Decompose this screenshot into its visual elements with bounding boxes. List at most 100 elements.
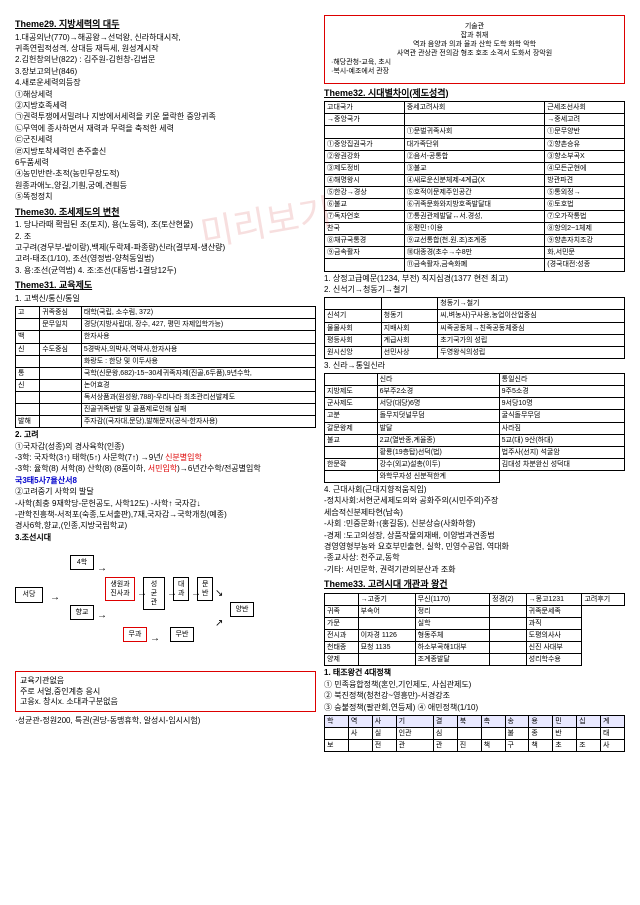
arrow: ↘ [215,587,223,600]
table-cell [325,126,405,138]
text-line: -기타: 서민문학, 권력기관의분산과 조화 [324,565,625,575]
text-line: 6두품세력 [15,158,316,168]
table-cell: ③불교 [404,162,545,174]
theme32-s2: 2. 신석기→청동기→철기 [324,285,625,295]
diagram-box: 무과 [123,627,147,642]
table-cell: 황룡(19층탑)선덕(법) [377,446,499,458]
table-cell: 김대성 차분완신 성덕대 [499,458,624,470]
tech-r1: 잡과 취재 [331,31,618,40]
table-header: 계 [601,715,625,727]
table-cell: 5교(대) 9산(하대) [499,434,624,446]
table-cell: 국학(신문왕,682)-15~30세귀족자제(진골,6두품),9년수학, [81,367,315,379]
table-cell: 2교(열반종,계율종) [377,434,499,446]
table-cell: 실 [372,728,396,740]
table-cell: 태학(국립, 소수림, 372) [81,307,315,319]
table-cell [325,298,382,310]
table-cell: ⑪금속활자,금속화폐 [404,259,545,271]
theme31-table1: 고귀족중심태학(국립, 소수림, 372)문무일치경당(지방사립대, 장수, 4… [15,306,316,428]
table-cell: ③향소부곡X [545,150,625,162]
table-cell: 원시신앙 [325,346,382,358]
table-cell: ⑧평민↑이용 [404,223,545,235]
arrow: → [167,587,177,600]
table-header: 기 [396,715,433,727]
text-line: -경제 :도고의성장, 상품작물의재배, 이양법과견종법 [324,531,625,541]
table-header: 통일신라 [499,374,624,386]
table-cell: →중세고려 [545,114,625,126]
right-column: 기술관 잡과 취재 역과 음양과 의과 율과 산학 도학 화학 악학 사역관 관… [324,15,625,754]
note2: 주로 서얼,중인계층 응시 [20,687,311,697]
tech-title: 기술관 [331,22,618,31]
table-cell: 대가족단위 [404,138,545,150]
table-cell: 무신(1170) [415,593,490,605]
table-cell: 청동기 [381,310,438,322]
tech-r3: 사역관 관상관 전의감 형조 호조 소격서 도화서 장악원 [331,49,618,58]
table-cell: 귀족중심 [40,307,82,319]
table-cell: 문무일치 [40,319,82,331]
theme33-table2: 학역사기결북촉송용민십계사실인관심불종반태보전관관진책구책초조사 [324,715,625,752]
table-cell: 군사제도 [325,398,378,410]
table-cell: 도평의사사 [526,630,582,642]
table-cell: ⑩대종경(초수→수8만 [404,247,545,259]
text-line: -3학: 율학(8) 서학(8) 산학(8) (8품이하, 서민입학)→6년간수… [15,464,316,474]
table-cell: 태 [601,728,625,740]
table-cell: 부속어 [358,605,415,617]
table-cell: 구 [505,740,529,752]
table-header: 결 [433,715,457,727]
table-cell: 진골귀족반발 및 골품제로인해 실패 [81,404,315,416]
theme31-s3title: 3.조선시대 [15,533,316,543]
arrow: → [50,591,60,604]
table-cell: 사라짐 [499,422,624,434]
table-cell: 경당(지방사립대, 장수, 427, 평민 자제입학가능) [81,319,315,331]
text-line: 3. 용:조선(균역법) 4. 조:조선(대동법-1결당12두) [15,266,316,276]
arrow: ↗ [215,617,223,630]
table-cell: ⑤통외정→ [545,186,625,198]
table-cell: 지방제도 [325,386,378,398]
table-cell: ①문벌귀족사회 [404,126,545,138]
table-header: 사 [372,715,396,727]
text-line: 2. 조 [15,232,316,242]
text-line: ⑤똑정정치 [15,192,316,202]
table-cell: 와학무자성 신분적한계 [377,470,499,482]
table-cell: 사 [601,740,625,752]
text-line: 1.대공의난(770)→해공왕→선덕왕, 신라하대시작, [15,33,316,43]
table-cell: 발해 [16,416,40,428]
table-cell: 신석기 [325,310,382,322]
table-header: 고대국가 [325,102,405,114]
table-cell: 조 [577,740,601,752]
table-cell: →고종기 [358,593,415,605]
table-cell [325,728,349,740]
table-cell: 신 [16,343,40,355]
table-cell: ⑦오가작통법 [545,211,625,223]
theme31-s1: 1. 고백신/통신/통일 [15,294,316,304]
text-line: ②지방호족세력 [15,101,316,111]
table-cell: ①문무양반 [545,126,625,138]
table-cell: 논어효경 [81,379,315,391]
table-cell: 심 [433,728,457,740]
table-cell: 6부주2소경 [377,386,499,398]
tech-b2: ·복시-예조에서 관장 [331,67,618,76]
table-cell [358,618,415,630]
note3: 고응x. 창시x. 소대과구분없음 [20,697,311,707]
table-cell: ⑥귀족문화와지방호족발달대 [404,199,545,211]
text-line: ① 민족융합정책(혼인,기인제도, 사심관제도) [324,680,625,690]
text-line: ㉢군진세력 [15,135,316,145]
arrow: → [97,609,107,622]
text-line: ④농민반란-초적(농민무장도적) [15,169,316,179]
theme32-table2: 청동기→철기신석기청동기씨,벼농사)구사용,농업이산업중심물물사회지배사회씨족공… [324,297,625,358]
table-cell: 책 [481,740,505,752]
table-cell: ⑤호적이문제주인공간 [404,186,545,198]
table-cell: →중앙국가 [325,114,405,126]
tech-box: 기술관 잡과 취재 역과 음양과 의과 율과 산학 도학 화학 악학 사역관 관… [324,15,625,84]
table-header: 송 [505,715,529,727]
arrow: → [191,587,201,600]
table-cell: 지배사회 [381,322,438,334]
table-cell [481,728,505,740]
table-header: 용 [529,715,553,727]
text-line: 국3태5사7율산서8 [15,476,316,486]
table-cell: 전시과 [325,630,359,642]
table-header: 민 [553,715,577,727]
table-cell [16,404,40,416]
theme30-title: Theme30. 조세제도의 변천 [15,207,316,219]
table-cell: 종 [529,728,553,740]
table-cell [16,355,40,367]
